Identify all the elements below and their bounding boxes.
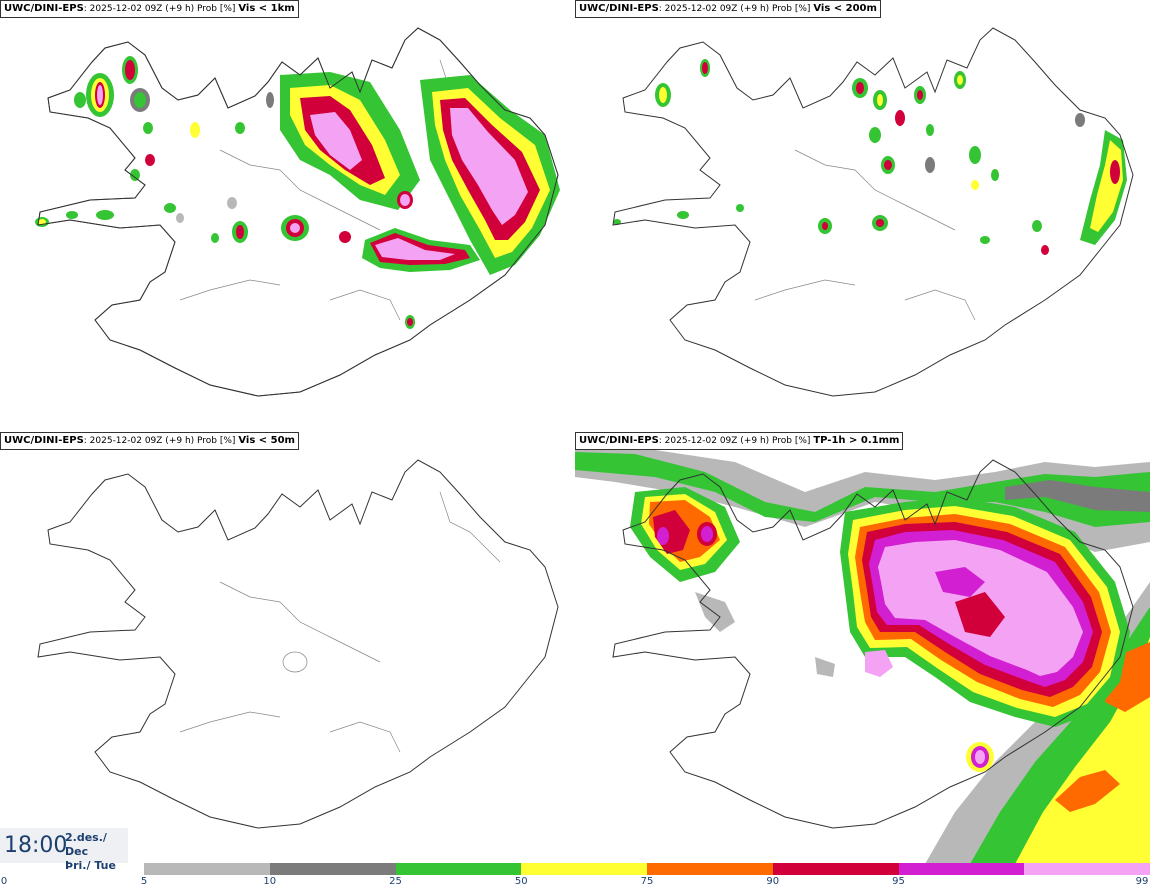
date-line: 2.des./ Dec	[65, 831, 107, 858]
day-line: Þri./ Tue	[65, 859, 116, 872]
legend-segment	[144, 863, 270, 875]
legend-segment	[772, 863, 899, 875]
iceland-map-vis-50m	[37, 459, 559, 829]
legend-tick-label: 75	[640, 876, 654, 887]
threshold-label: Vis < 200m	[813, 3, 877, 14]
threshold-label: Vis < 1km	[238, 3, 295, 14]
map-panel-vis-200m: UWC/DINI-EPS: 2025-12-02 09Z (+9 h) Prob…	[575, 0, 1150, 432]
legend-segment	[1024, 863, 1150, 875]
iceland-map-tp-1h	[575, 450, 1150, 864]
model-source-label: UWC/DINI-EPS	[579, 435, 659, 446]
legend-segment	[898, 863, 1025, 875]
threshold-label: TP-1h > 0.1mm	[813, 435, 900, 446]
valid-time-clock: 18:00	[4, 833, 68, 858]
legend-tick-label: 50	[514, 876, 528, 887]
panel-title: UWC/DINI-EPS: 2025-12-02 09Z (+9 h) Prob…	[575, 0, 881, 18]
iceland-map-vis-1km	[35, 27, 560, 397]
threshold-label: Vis < 50m	[238, 435, 295, 446]
map-panel-tp-1h: UWC/DINI-EPS: 2025-12-02 09Z (+9 h) Prob…	[575, 432, 1150, 864]
valid-time-date: 2.des./ Dec Þri./ Tue	[65, 831, 128, 873]
run-meta-label: : 2025-12-02 09Z (+9 h) Prob [%]	[83, 436, 236, 446]
panel-title: UWC/DINI-EPS: 2025-12-02 09Z (+9 h) Prob…	[0, 432, 299, 450]
panel-title: UWC/DINI-EPS: 2025-12-02 09Z (+9 h) Prob…	[575, 432, 904, 450]
legend-segment	[395, 863, 522, 875]
model-source-label: UWC/DINI-EPS	[4, 435, 84, 446]
legend-tick-label: 10	[263, 876, 277, 887]
legend-segment	[269, 863, 396, 875]
legend-tick-label: 90	[766, 876, 780, 887]
panel-title: UWC/DINI-EPS: 2025-12-02 09Z (+9 h) Prob…	[0, 0, 299, 18]
iceland-map-vis-200m	[612, 27, 1134, 397]
legend-segment	[647, 863, 773, 875]
legend-tick-label: 25	[389, 876, 402, 887]
legend-tick-label: 5	[140, 876, 148, 887]
run-meta-label: : 2025-12-02 09Z (+9 h) Prob [%]	[83, 4, 236, 14]
map-panel-vis-1km: UWC/DINI-EPS: 2025-12-02 09Z (+9 h) Prob…	[0, 0, 575, 432]
probability-color-legend	[144, 863, 1150, 875]
legend-tick-label: 99	[1135, 876, 1149, 887]
legend-tick-label: 95	[892, 876, 905, 887]
legend-tick-labels: 0 5 10 25 50 75 90 95 99	[0, 876, 1150, 891]
model-source-label: UWC/DINI-EPS	[579, 3, 659, 14]
run-meta-label: : 2025-12-02 09Z (+9 h) Prob [%]	[658, 436, 811, 446]
map-panel-vis-50m: UWC/DINI-EPS: 2025-12-02 09Z (+9 h) Prob…	[0, 432, 575, 864]
legend-tick-label: 0	[0, 876, 8, 887]
legend-segment	[521, 863, 647, 875]
model-source-label: UWC/DINI-EPS	[4, 3, 84, 14]
valid-time-box: 18:00 2.des./ Dec Þri./ Tue	[0, 828, 128, 872]
run-meta-label: : 2025-12-02 09Z (+9 h) Prob [%]	[658, 4, 811, 14]
